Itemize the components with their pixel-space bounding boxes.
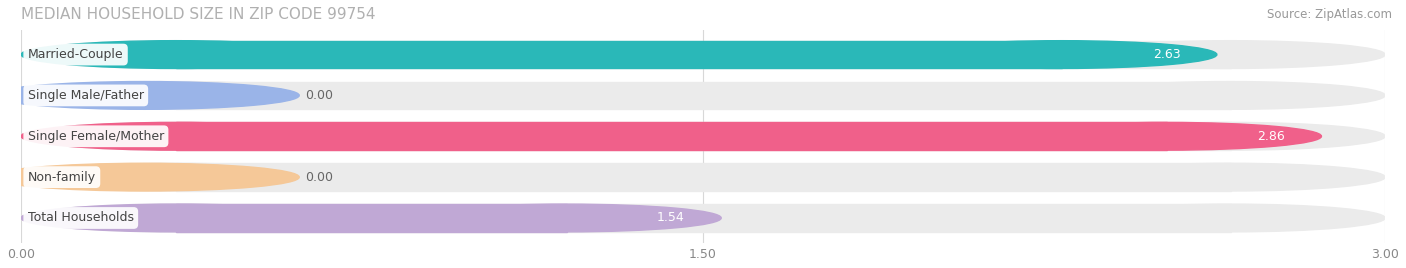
Circle shape <box>21 204 330 232</box>
Circle shape <box>21 41 330 68</box>
Bar <box>176 41 1063 68</box>
Circle shape <box>0 163 299 191</box>
Circle shape <box>21 163 330 191</box>
Bar <box>176 41 1230 68</box>
Bar <box>176 204 1230 232</box>
Circle shape <box>1076 122 1385 150</box>
Circle shape <box>412 204 721 232</box>
Circle shape <box>1076 163 1385 191</box>
Text: Single Male/Father: Single Male/Father <box>28 89 143 102</box>
Text: Source: ZipAtlas.com: Source: ZipAtlas.com <box>1267 8 1392 21</box>
Text: Total Households: Total Households <box>28 211 134 225</box>
Text: 2.63: 2.63 <box>1153 48 1181 61</box>
Circle shape <box>908 41 1216 68</box>
Bar <box>176 122 1230 150</box>
Circle shape <box>1076 41 1385 68</box>
Text: 0.00: 0.00 <box>305 171 333 184</box>
Text: Single Female/Mother: Single Female/Mother <box>28 130 165 143</box>
Text: Married-Couple: Married-Couple <box>28 48 124 61</box>
Circle shape <box>21 81 330 109</box>
Text: 0.00: 0.00 <box>305 89 333 102</box>
Circle shape <box>1076 81 1385 109</box>
Bar <box>176 81 1230 109</box>
Bar <box>176 122 1167 150</box>
Circle shape <box>21 41 330 68</box>
Text: 2.86: 2.86 <box>1257 130 1285 143</box>
Bar <box>176 163 1230 191</box>
Circle shape <box>21 122 330 150</box>
Circle shape <box>0 81 299 109</box>
Circle shape <box>1012 122 1322 150</box>
Circle shape <box>21 204 330 232</box>
Text: 1.54: 1.54 <box>657 211 685 225</box>
Text: MEDIAN HOUSEHOLD SIZE IN ZIP CODE 99754: MEDIAN HOUSEHOLD SIZE IN ZIP CODE 99754 <box>21 7 375 22</box>
Circle shape <box>21 122 330 150</box>
Text: Non-family: Non-family <box>28 171 96 184</box>
Bar <box>176 204 567 232</box>
Circle shape <box>1076 204 1385 232</box>
